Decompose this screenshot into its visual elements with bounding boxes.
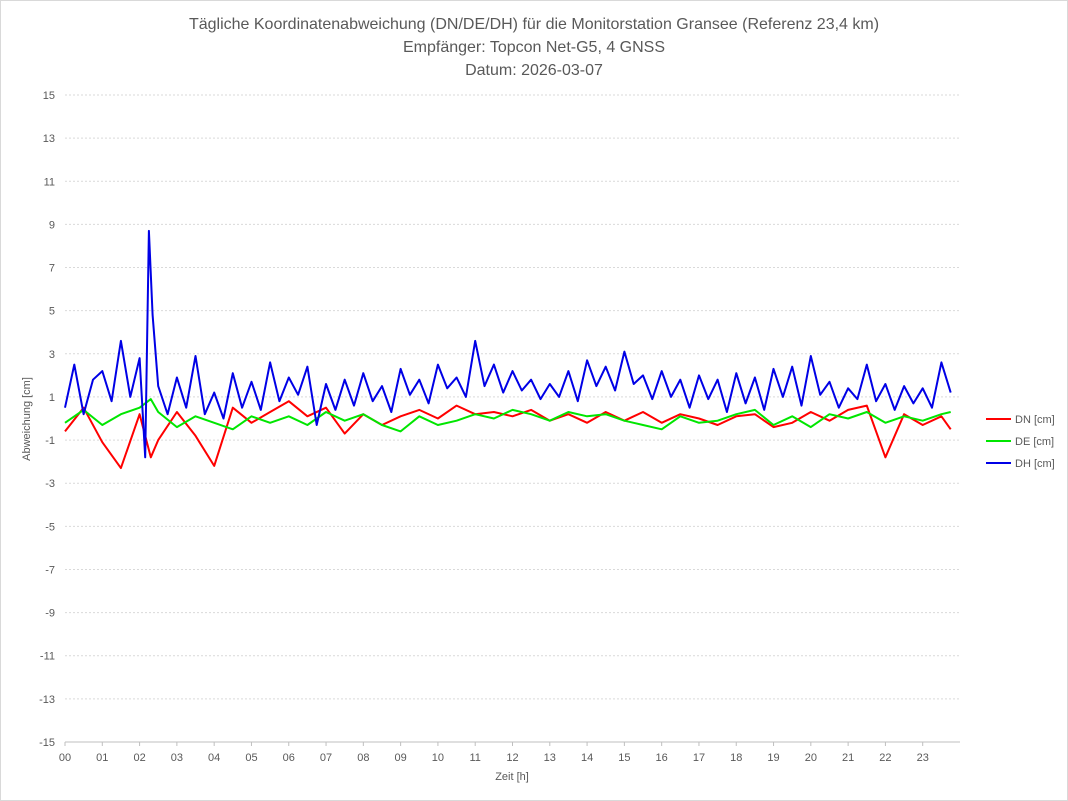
- x-tick-label: 22: [879, 752, 891, 764]
- x-tick-label: 04: [208, 752, 220, 764]
- y-tick-label: -5: [45, 521, 55, 533]
- y-tick-label: -7: [45, 564, 55, 576]
- x-tick-label: 23: [917, 752, 929, 764]
- y-tick-label: 7: [49, 263, 55, 275]
- y-tick-label: -13: [39, 694, 55, 706]
- y-tick-label: -1: [45, 435, 55, 447]
- y-tick-label: -11: [40, 651, 55, 663]
- x-tick-label: 18: [730, 752, 742, 764]
- x-tick-label: 19: [767, 752, 779, 764]
- x-tick-label: 02: [133, 752, 145, 764]
- chart-subtitle-receiver: Empfänger: Topcon Net-G5, 4 GNSS: [403, 39, 665, 56]
- x-tick-label: 21: [842, 752, 854, 764]
- x-tick-label: 17: [693, 752, 705, 764]
- x-tick-label: 15: [618, 752, 630, 764]
- x-tick-label: 00: [59, 752, 71, 764]
- x-tick-label: 10: [432, 752, 444, 764]
- series-line-dh: [64, 229, 952, 459]
- y-tick-label: 13: [43, 133, 55, 145]
- x-tick-label: 13: [544, 752, 556, 764]
- x-tick-label: 20: [805, 752, 817, 764]
- y-tick-label: 15: [43, 90, 55, 102]
- x-tick-label: 05: [245, 752, 257, 764]
- x-tick-label: 07: [320, 752, 332, 764]
- x-axis-label: Zeit [h]: [495, 771, 529, 783]
- x-tick-label: 14: [581, 752, 593, 764]
- x-tick-label: 01: [96, 752, 108, 764]
- x-axis-ticks: 00 01 02 03 04 05 06 07 08 09 10 11 12 13 14 15 16 17 18 19…: [59, 742, 929, 764]
- legend-label-dh: DH [cm]: [1015, 458, 1055, 470]
- legend: DN [cm] DE [cm] DH [cm]: [986, 414, 1055, 470]
- y-tick-label: -15: [39, 737, 55, 749]
- y-axis-label: Abweichung [cm]: [21, 377, 33, 461]
- series-line-de: [64, 398, 951, 433]
- x-tick-label: 03: [171, 752, 183, 764]
- series-lines: [64, 229, 952, 470]
- chart-subtitle-date: Datum: 2026-03-07: [465, 62, 603, 79]
- y-tick-label: 5: [49, 306, 55, 318]
- y-tick-label: -3: [45, 478, 55, 490]
- x-tick-label: 06: [283, 752, 295, 764]
- x-tick-label: 11: [469, 752, 480, 764]
- y-tick-label: 3: [49, 349, 55, 361]
- y-tick-label: 9: [49, 219, 55, 231]
- legend-label-de: DE [cm]: [1015, 436, 1054, 448]
- legend-label-dn: DN [cm]: [1015, 414, 1055, 426]
- x-tick-label: 12: [506, 752, 518, 764]
- x-tick-label: 09: [395, 752, 407, 764]
- y-tick-label: 1: [49, 392, 55, 404]
- y-tick-label: 11: [44, 176, 55, 188]
- chart-title: Tägliche Koordinatenabweichung (DN/DE/DH…: [189, 16, 879, 33]
- x-tick-label: 16: [656, 752, 668, 764]
- x-tick-label: 08: [357, 752, 369, 764]
- y-tick-label: -9: [45, 608, 55, 620]
